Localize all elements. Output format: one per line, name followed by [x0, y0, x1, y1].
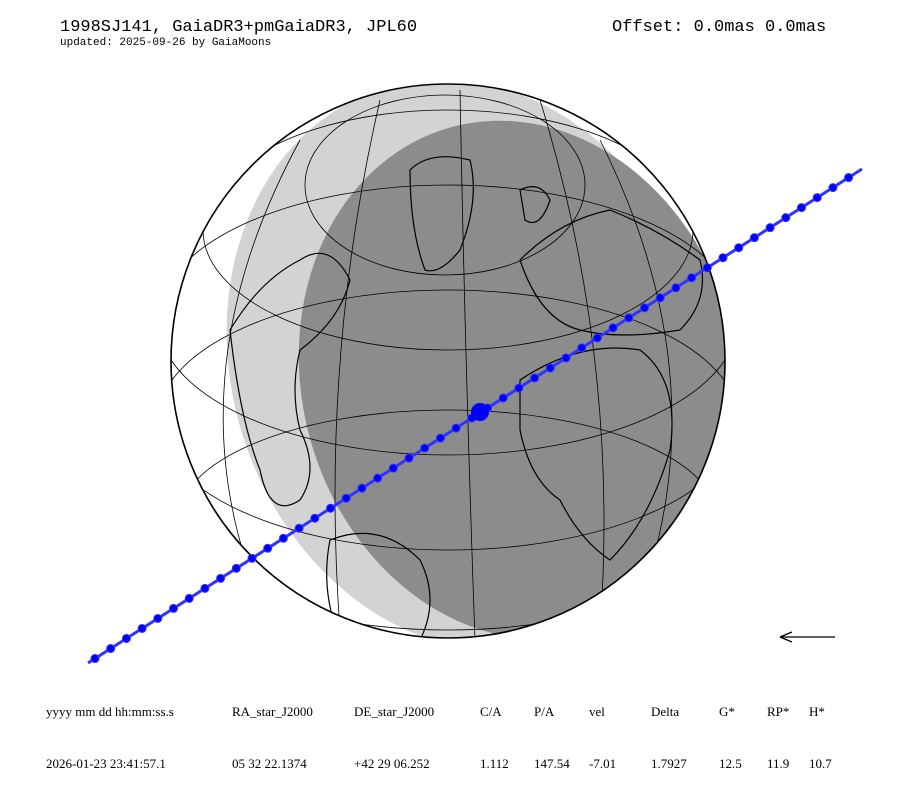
table-header: vel: [589, 704, 605, 719]
left-arrow-icon: [779, 631, 835, 643]
path-time-marker: [420, 443, 430, 453]
path-time-marker: [341, 493, 351, 503]
table-header: C/A: [480, 704, 502, 719]
path-time-marker: [388, 463, 398, 473]
path-time-marker: [608, 323, 618, 333]
path-time-marker: [247, 553, 257, 563]
path-time-marker: [310, 513, 320, 523]
greenland: [409, 156, 474, 272]
africa: [519, 347, 673, 561]
table-header: P/A: [534, 704, 555, 719]
table-header: RA_star_J2000: [232, 704, 313, 719]
path-time-marker: [749, 233, 759, 243]
table-cell: 1.7927: [651, 756, 687, 771]
event-title: 1998SJ141, GaiaDR3+pmGaiaDR3, JPL60: [60, 18, 418, 37]
table-cell: 10.7: [809, 756, 832, 771]
south-america: [326, 532, 431, 638]
path-time-marker: [640, 303, 649, 313]
path-time-marker: [702, 263, 712, 273]
path-time-marker: [844, 173, 854, 183]
north-america: [229, 252, 351, 507]
path-time-marker: [404, 453, 414, 463]
table-cell: -7.01: [589, 756, 617, 771]
path-time-marker: [592, 333, 602, 343]
path-time-marker: [687, 273, 697, 283]
path-time-marker: [451, 423, 461, 433]
path-time-marker: [137, 623, 147, 633]
path-time-marker: [278, 533, 288, 543]
path-time-marker: [498, 393, 508, 403]
path-time-marker: [545, 363, 555, 373]
path-time-marker: [231, 563, 241, 573]
central-event-marker: [471, 403, 489, 421]
path-time-marker: [828, 183, 838, 193]
path-time-marker: [357, 483, 367, 493]
path-time-marker: [671, 283, 681, 293]
update-note: updated: 2025-09-26 by GaiaMoons: [60, 37, 272, 49]
path-time-marker: [263, 543, 273, 553]
table-cell: 12.5: [719, 756, 742, 771]
path-time-marker: [373, 473, 383, 483]
path-time-marker: [812, 193, 822, 203]
path-time-marker: [781, 213, 791, 223]
path-time-marker: [153, 613, 163, 623]
path-time-marker: [200, 583, 210, 593]
table-cell: +42 29 06.252: [354, 756, 430, 771]
occultation-path: [87, 167, 863, 665]
table-header-row: yyyy mm dd hh:mm:ss.s RA_star_J2000 DE_sta…: [46, 704, 849, 724]
path-time-marker: [655, 293, 665, 303]
path-time-marker: [184, 593, 194, 603]
path-time-marker: [106, 644, 116, 654]
table-cell: 147.54: [534, 756, 570, 771]
path-time-marker: [718, 253, 728, 263]
table-header: DE_star_J2000: [354, 704, 435, 719]
path-time-marker: [561, 353, 571, 363]
path-time-marker: [435, 433, 445, 443]
path-time-marker: [530, 373, 540, 383]
path-time-marker: [216, 573, 226, 583]
iceland: [519, 186, 551, 224]
event-table: yyyy mm dd hh:mm:ss.s RA_star_J2000 DE_sta…: [46, 672, 849, 792]
table-cell: 11.9: [767, 756, 790, 771]
table-header: Delta: [651, 704, 680, 719]
table-header: G*: [719, 704, 735, 719]
coastlines: [229, 156, 704, 638]
table-cell: 05 32 22.1374: [232, 756, 307, 771]
path-time-marker: [734, 243, 744, 253]
table-cell: 2026-01-23 23:41:57.1: [46, 756, 166, 771]
table-header: RP*: [767, 704, 790, 719]
path-time-marker: [121, 633, 131, 643]
occultation-map: [87, 83, 863, 665]
table-value-row: 2026-01-23 23:41:57.1 05 32 22.1374 +42 29…: [46, 756, 849, 776]
europe: [519, 209, 704, 336]
path-time-marker: [797, 203, 806, 213]
path-time-marker: [326, 503, 335, 513]
path-time-marker: [514, 383, 524, 393]
path-time-marker: [294, 523, 304, 533]
path-time-marker: [577, 343, 587, 353]
path-time-marker: [624, 313, 634, 323]
table-header: H*: [809, 704, 825, 719]
path-time-marker: [169, 603, 178, 613]
path-time-marker: [90, 654, 100, 664]
table-header: yyyy mm dd hh:mm:ss.s: [46, 704, 174, 719]
table-cell: 1.112: [480, 756, 509, 771]
globe-outline: [170, 83, 726, 639]
offset-readout: Offset: 0.0mas 0.0mas: [612, 18, 827, 37]
path-time-marker: [765, 223, 775, 233]
